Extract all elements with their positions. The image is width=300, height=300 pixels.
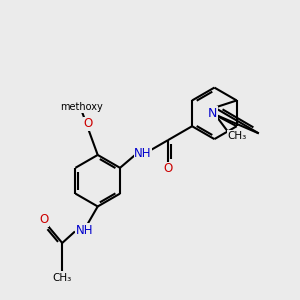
Text: N: N [208,107,217,120]
Text: O: O [40,214,49,226]
Text: O: O [84,117,93,130]
Text: CH₃: CH₃ [227,130,247,141]
Text: O: O [164,162,173,175]
Text: NH: NH [76,224,94,237]
Text: methoxy: methoxy [60,102,103,112]
Text: CH₃: CH₃ [52,273,72,283]
Text: NH: NH [134,148,152,160]
